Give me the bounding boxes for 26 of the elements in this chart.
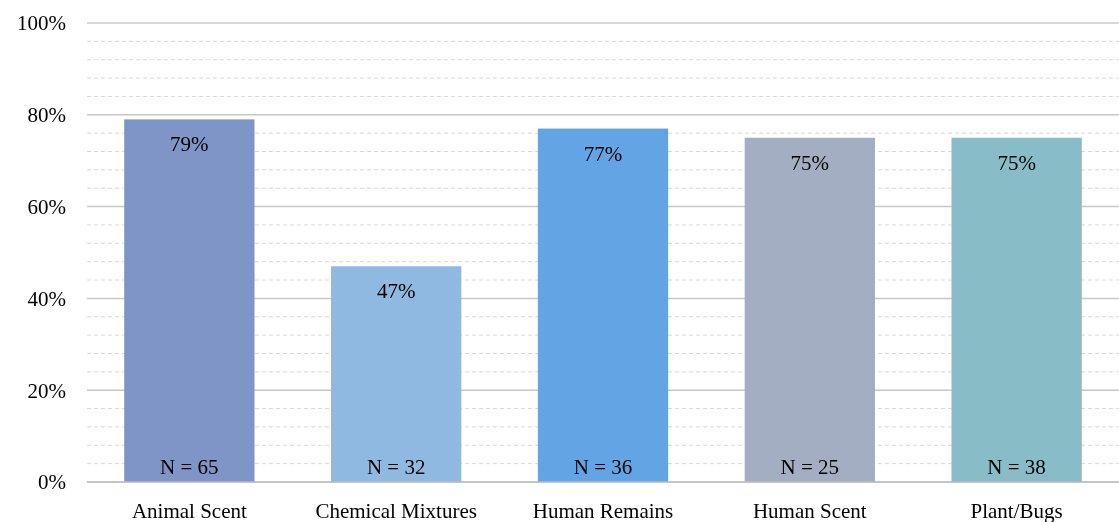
data-label: 79% (170, 132, 209, 157)
y-tick-label: 60% (27, 194, 66, 219)
x-tick-label: Animal Scent (131, 499, 247, 522)
bar (124, 119, 255, 482)
x-tick-label: Human Remains (532, 499, 674, 522)
bar (331, 266, 462, 482)
y-tick-label: 0% (38, 470, 66, 495)
annotation: N = 36 (573, 455, 633, 479)
x-tick-label: Human Scent (752, 499, 867, 522)
data-label: 75% (997, 150, 1036, 175)
data-label: 47% (376, 279, 416, 304)
y-tick-label: 80% (27, 103, 66, 128)
bar (744, 137, 875, 482)
x-tick-label: Plant/Bugs (970, 499, 1063, 522)
y-tick-label: 100% (17, 11, 66, 36)
annotation: N = 65 (160, 455, 219, 479)
y-tick-label: 40% (27, 286, 66, 311)
annotation: N = 25 (780, 455, 840, 479)
data-label: 77% (583, 141, 623, 166)
annotation: N = 38 (987, 455, 1046, 479)
y-tick-label: 20% (27, 378, 66, 403)
x-tick-label: Chemical Mixtures (315, 499, 477, 522)
annotation: N = 32 (366, 455, 426, 479)
bar (951, 137, 1082, 482)
bar (537, 128, 669, 482)
data-label: 75% (790, 150, 830, 175)
